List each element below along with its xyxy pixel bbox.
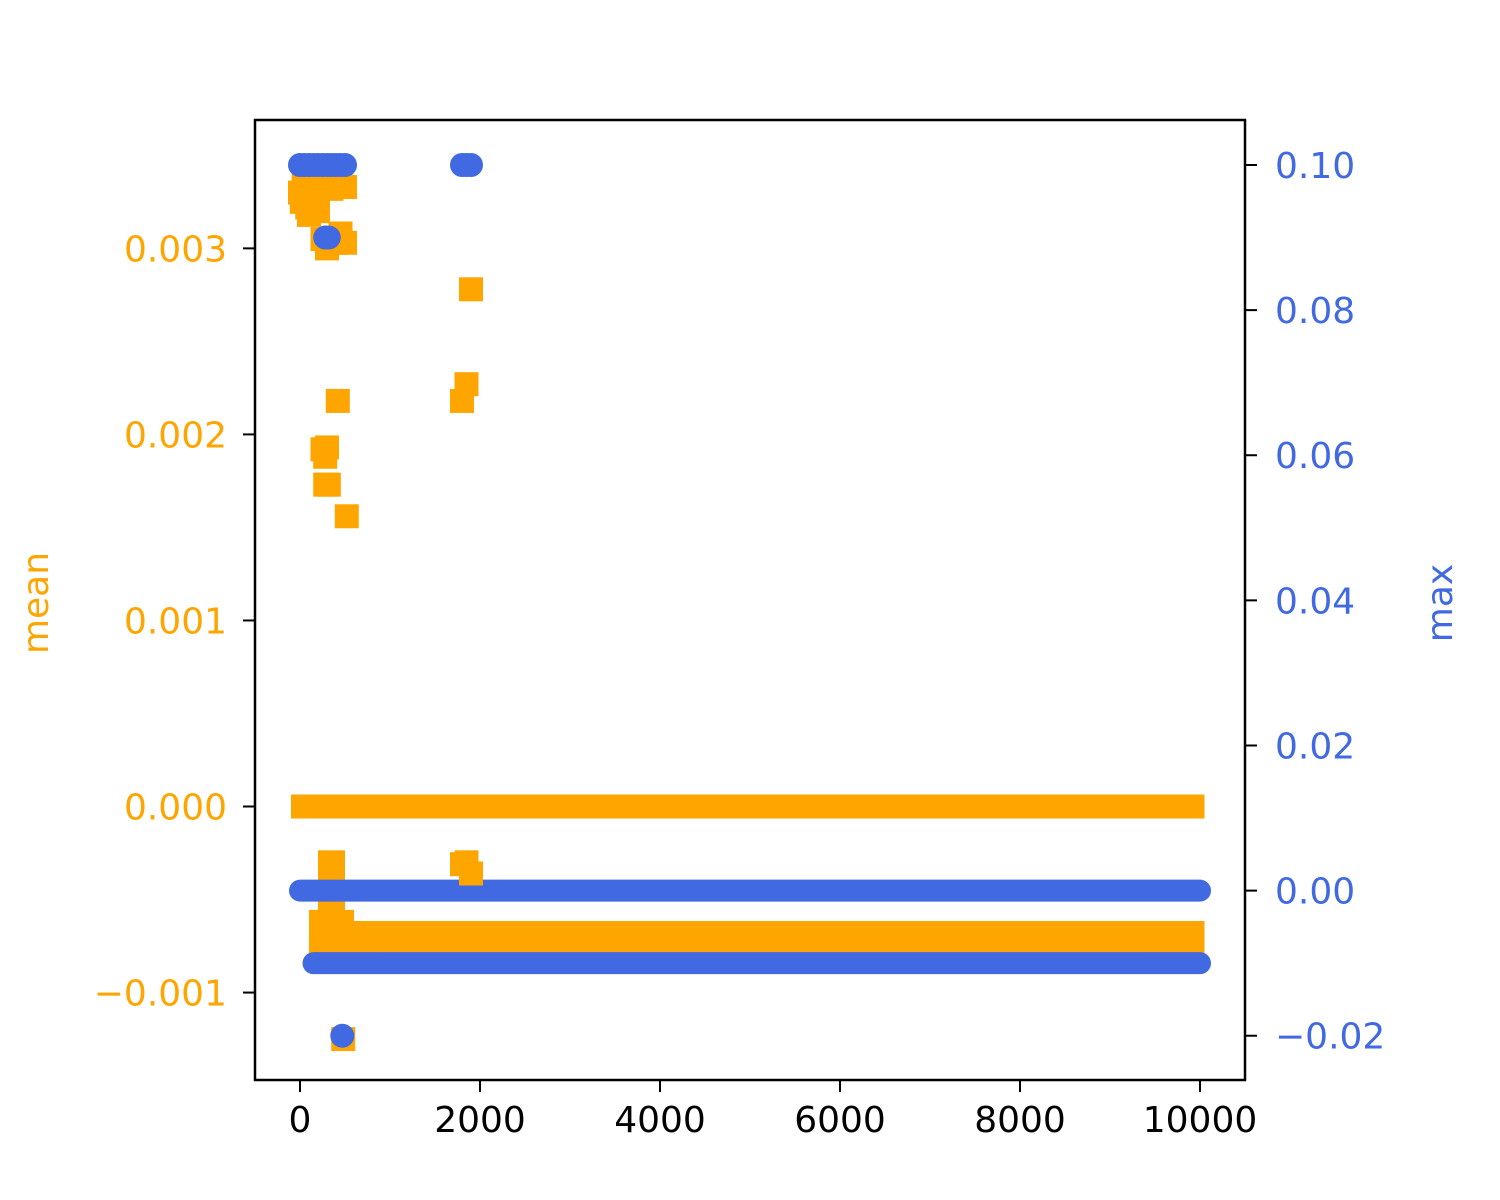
x-axis: 0 2000 4000 6000 8000 10000	[289, 1080, 1258, 1141]
right-tick-label: 0.06	[1275, 436, 1355, 477]
right-tick-label: 0.02	[1275, 726, 1355, 767]
right-tick-label: 0.10	[1275, 146, 1355, 187]
x-tick-label: 10000	[1143, 1100, 1258, 1141]
left-tick-label: 0.001	[124, 601, 227, 642]
mean-point	[333, 174, 357, 199]
right-y-axis: −0.02 0.00 0.02 0.04 0.06 0.08 0.10	[1245, 146, 1385, 1058]
x-tick-label: 6000	[794, 1100, 886, 1141]
right-axis-label: max	[1420, 564, 1461, 642]
x-tick-label: 8000	[974, 1100, 1066, 1141]
left-tick-label: −0.001	[94, 974, 227, 1015]
right-tick-label: 0.00	[1275, 872, 1355, 913]
mean-point	[459, 861, 483, 886]
left-y-axis: −0.001 0.000 0.001 0.002 0.003	[94, 229, 255, 1015]
right-tick-label: −0.02	[1275, 1017, 1385, 1058]
left-tick-label: 0.002	[124, 415, 227, 456]
left-tick-label: 0.003	[124, 229, 227, 270]
mean-point	[316, 472, 341, 497]
x-tick-label: 2000	[434, 1100, 526, 1141]
max-point	[333, 152, 357, 177]
mean-band	[309, 909, 354, 934]
x-tick-label: 4000	[614, 1100, 706, 1141]
x-tick-label: 0	[289, 1100, 312, 1141]
series-bands	[289, 794, 1211, 975]
mean-point	[334, 504, 359, 529]
left-axis-label: mean	[16, 552, 57, 654]
mean-band	[291, 794, 1205, 819]
left-tick-label: 0.000	[124, 788, 227, 829]
mean-point	[306, 199, 330, 224]
mean-point	[315, 435, 339, 460]
max-point	[459, 152, 483, 177]
right-tick-label: 0.08	[1275, 291, 1355, 332]
right-tick-label: 0.04	[1275, 581, 1355, 622]
mean-point	[454, 372, 479, 397]
max-point	[330, 1023, 355, 1048]
mean-point	[459, 277, 483, 302]
mean-point	[325, 388, 350, 413]
max-point	[316, 225, 341, 250]
series-points	[288, 152, 483, 1052]
